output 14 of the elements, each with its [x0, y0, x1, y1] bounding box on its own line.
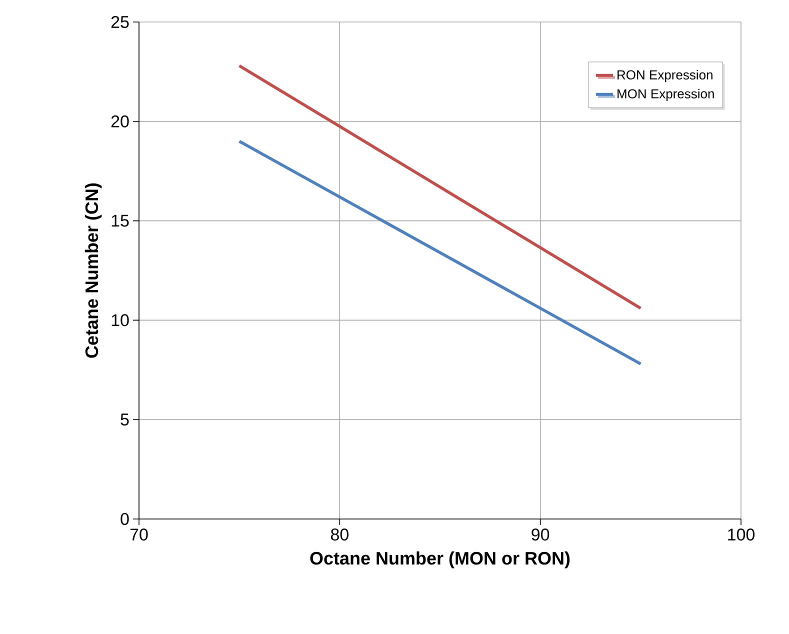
y-tick-label: 25 [111, 16, 129, 28]
x-tick-label: 80 [330, 528, 348, 541]
y-tick-label: 0 [120, 512, 129, 526]
y-tick-label: 20 [111, 115, 129, 128]
x-axis-title: Octane Number (MON or RON) [310, 551, 570, 568]
y-tick-label: 5 [120, 414, 129, 426]
legend-label: MON Expression [618, 88, 714, 101]
x-tick-label: 90 [532, 528, 550, 541]
x-tick-label: 70 [130, 528, 148, 541]
y-axis-title: Cetane Number (CN) [84, 183, 102, 358]
x-tick-label: 100 [728, 528, 755, 541]
legend-label: RON Expression [618, 70, 712, 82]
y-tick-label: 15 [112, 214, 129, 227]
y-tick-label: 10 [112, 314, 129, 326]
